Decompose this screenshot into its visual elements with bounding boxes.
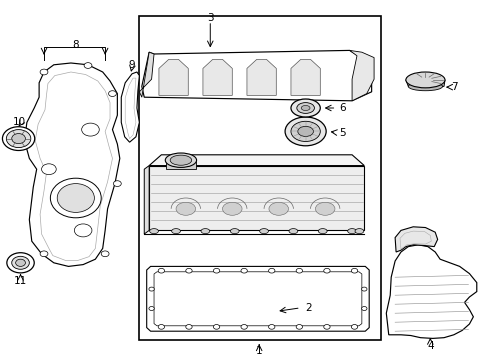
Ellipse shape xyxy=(222,202,242,215)
Ellipse shape xyxy=(16,259,25,266)
Ellipse shape xyxy=(323,325,329,329)
Ellipse shape xyxy=(361,307,366,310)
Polygon shape xyxy=(349,50,373,101)
Ellipse shape xyxy=(268,325,274,329)
Ellipse shape xyxy=(259,229,268,234)
Ellipse shape xyxy=(230,229,239,234)
Ellipse shape xyxy=(148,287,154,291)
Polygon shape xyxy=(290,59,320,95)
Ellipse shape xyxy=(318,229,326,234)
Polygon shape xyxy=(386,245,476,338)
Text: 9: 9 xyxy=(128,60,135,70)
Ellipse shape xyxy=(2,127,35,150)
Polygon shape xyxy=(203,59,232,95)
Polygon shape xyxy=(159,59,188,95)
Ellipse shape xyxy=(12,256,29,269)
Text: 7: 7 xyxy=(450,82,457,92)
Ellipse shape xyxy=(149,229,158,234)
Text: 4: 4 xyxy=(426,341,433,351)
Ellipse shape xyxy=(288,229,297,234)
Ellipse shape xyxy=(350,269,357,273)
Ellipse shape xyxy=(148,307,154,310)
Ellipse shape xyxy=(84,63,92,68)
Ellipse shape xyxy=(185,325,192,329)
Ellipse shape xyxy=(290,121,320,141)
Ellipse shape xyxy=(101,251,109,257)
Ellipse shape xyxy=(108,91,116,96)
Polygon shape xyxy=(24,63,120,266)
Ellipse shape xyxy=(405,72,444,88)
Ellipse shape xyxy=(165,153,196,167)
Polygon shape xyxy=(139,52,154,97)
Ellipse shape xyxy=(285,117,325,146)
Ellipse shape xyxy=(241,325,247,329)
Ellipse shape xyxy=(213,269,219,273)
Polygon shape xyxy=(149,166,364,230)
Ellipse shape xyxy=(6,130,31,148)
Polygon shape xyxy=(146,266,368,331)
Text: 6: 6 xyxy=(338,103,345,113)
Ellipse shape xyxy=(113,181,121,186)
Ellipse shape xyxy=(7,253,34,273)
Polygon shape xyxy=(394,227,437,252)
Ellipse shape xyxy=(315,202,334,215)
Ellipse shape xyxy=(81,123,99,136)
Ellipse shape xyxy=(296,269,302,273)
Ellipse shape xyxy=(185,269,192,273)
Ellipse shape xyxy=(74,224,92,237)
Text: 11: 11 xyxy=(14,276,27,286)
Text: 8: 8 xyxy=(72,40,79,50)
Bar xyxy=(166,160,195,169)
Ellipse shape xyxy=(290,99,320,117)
Text: 2: 2 xyxy=(304,303,311,313)
Ellipse shape xyxy=(268,202,288,215)
Polygon shape xyxy=(142,50,371,101)
Text: 1: 1 xyxy=(255,346,262,356)
Ellipse shape xyxy=(40,69,48,75)
Ellipse shape xyxy=(158,269,164,273)
Ellipse shape xyxy=(40,251,48,257)
Ellipse shape xyxy=(176,202,195,215)
Ellipse shape xyxy=(170,155,191,165)
Polygon shape xyxy=(246,59,276,95)
Ellipse shape xyxy=(171,229,180,234)
Ellipse shape xyxy=(201,229,209,234)
Bar xyxy=(139,16,381,340)
Text: 3: 3 xyxy=(206,13,213,23)
Ellipse shape xyxy=(297,126,313,136)
Ellipse shape xyxy=(323,269,329,273)
Ellipse shape xyxy=(301,105,309,111)
Ellipse shape xyxy=(361,287,366,291)
Polygon shape xyxy=(144,166,149,234)
Ellipse shape xyxy=(41,164,56,175)
Ellipse shape xyxy=(158,325,164,329)
Ellipse shape xyxy=(350,325,357,329)
Ellipse shape xyxy=(268,269,274,273)
Ellipse shape xyxy=(57,184,94,212)
Ellipse shape xyxy=(296,325,302,329)
Polygon shape xyxy=(121,72,139,142)
Ellipse shape xyxy=(213,325,219,329)
Ellipse shape xyxy=(347,229,356,234)
Ellipse shape xyxy=(241,269,247,273)
Ellipse shape xyxy=(12,134,25,144)
Polygon shape xyxy=(149,155,364,166)
Ellipse shape xyxy=(407,82,442,91)
Ellipse shape xyxy=(296,103,314,113)
Text: 10: 10 xyxy=(13,117,26,127)
Ellipse shape xyxy=(50,178,101,218)
Ellipse shape xyxy=(354,229,363,234)
Polygon shape xyxy=(405,80,444,86)
Text: 5: 5 xyxy=(338,128,345,138)
